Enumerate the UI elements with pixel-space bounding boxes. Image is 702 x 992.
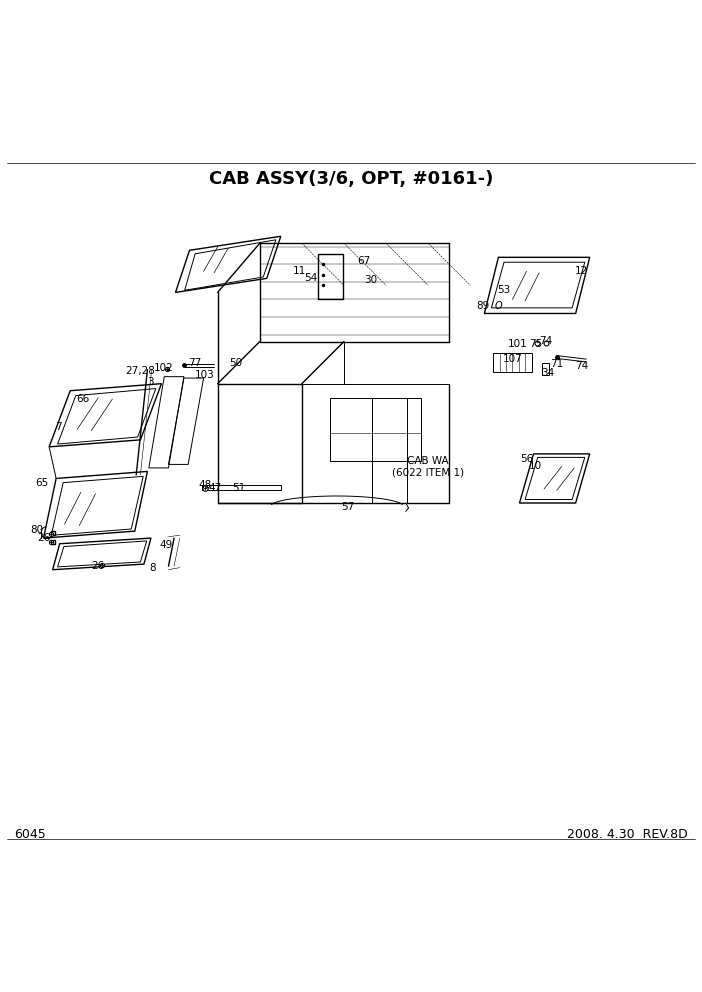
Text: 8: 8	[150, 562, 157, 572]
Text: 101: 101	[508, 338, 528, 348]
Text: 80: 80	[31, 525, 44, 535]
Text: 10: 10	[529, 461, 542, 471]
Text: 66: 66	[77, 394, 89, 404]
Text: 89: 89	[477, 301, 489, 310]
Text: 50: 50	[230, 358, 242, 368]
Text: 27,28: 27,28	[126, 366, 155, 376]
Text: 77: 77	[188, 358, 201, 368]
Text: 56: 56	[520, 453, 533, 464]
Text: 47: 47	[208, 482, 221, 493]
Text: CAB ASSY(3/6, OPT, #0161-): CAB ASSY(3/6, OPT, #0161-)	[208, 170, 494, 187]
Text: 103: 103	[195, 370, 215, 380]
Text: 65: 65	[36, 478, 48, 488]
Text: 102: 102	[154, 362, 173, 373]
Text: 67: 67	[357, 256, 370, 266]
Text: 48: 48	[199, 480, 211, 490]
Text: 12: 12	[575, 266, 588, 276]
Text: 54: 54	[305, 274, 317, 284]
Text: 74: 74	[540, 336, 552, 346]
Text: 57: 57	[342, 502, 355, 512]
Text: 2008. 4.30  REV.8D: 2008. 4.30 REV.8D	[567, 828, 688, 841]
Text: 51: 51	[232, 483, 245, 493]
Text: CAB WA
(6022 ITEM 1): CAB WA (6022 ITEM 1)	[392, 455, 464, 477]
Text: 49: 49	[160, 540, 173, 551]
Bar	[318, 254, 343, 300]
Text: 107: 107	[503, 354, 522, 364]
Text: 3: 3	[147, 377, 154, 387]
Text: 6045: 6045	[14, 828, 46, 841]
Bar	[542, 363, 549, 375]
Text: 7: 7	[55, 423, 62, 433]
Text: O: O	[495, 302, 502, 311]
Text: 74: 74	[575, 361, 588, 371]
Bar	[493, 353, 532, 372]
Text: 71: 71	[550, 359, 563, 369]
Bar	[330, 398, 421, 461]
Text: 30: 30	[364, 275, 377, 285]
Text: 75: 75	[529, 338, 542, 348]
Text: 11: 11	[293, 267, 305, 277]
Text: 26: 26	[37, 533, 50, 544]
Text: 34: 34	[541, 368, 554, 378]
Text: 53: 53	[498, 286, 510, 296]
Text: 26: 26	[92, 561, 105, 571]
